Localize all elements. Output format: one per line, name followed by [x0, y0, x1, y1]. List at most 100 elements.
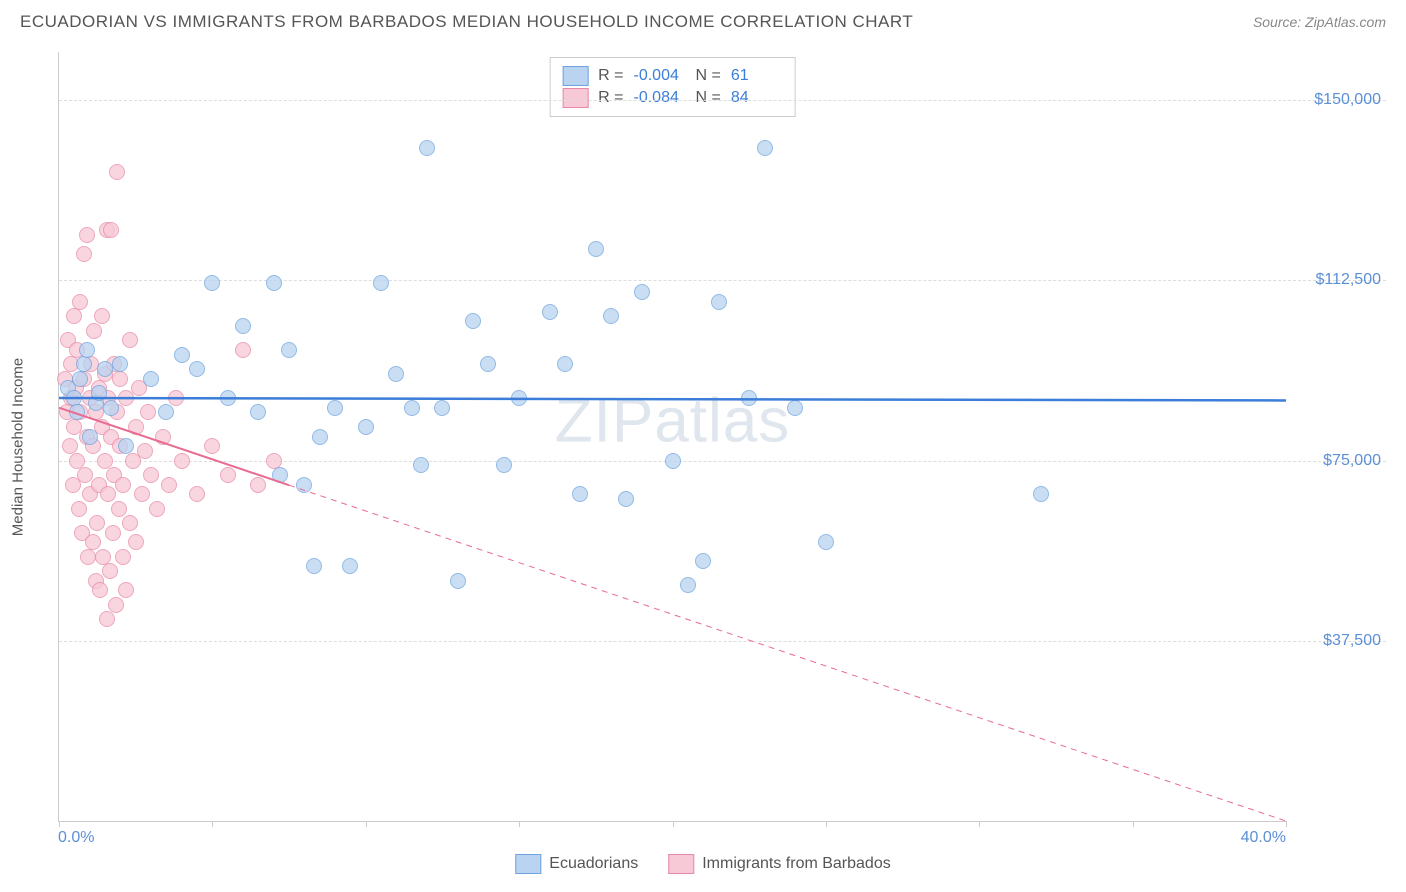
scatter-point-pink [109, 164, 125, 180]
scatter-point-blue [296, 477, 312, 493]
r-value-pink: -0.084 [634, 89, 686, 107]
scatter-point-blue [342, 558, 358, 574]
scatter-point-blue [312, 429, 328, 445]
scatter-point-pink [140, 404, 156, 420]
x-tick [979, 821, 980, 827]
scatter-point-blue [174, 347, 190, 363]
n-value-pink: 84 [731, 89, 783, 107]
scatter-point-blue [220, 390, 236, 406]
scatter-point-pink [99, 611, 115, 627]
scatter-point-blue [419, 140, 435, 156]
scatter-point-blue [450, 573, 466, 589]
scatter-point-pink [115, 549, 131, 565]
x-tick [1286, 821, 1287, 827]
scatter-point-pink [108, 597, 124, 613]
scatter-point-pink [235, 342, 251, 358]
scatter-point-blue [680, 577, 696, 593]
scatter-point-blue [404, 400, 420, 416]
series-legend: Ecuadorians Immigrants from Barbados [515, 854, 890, 874]
scatter-point-blue [250, 404, 266, 420]
scatter-point-pink [76, 246, 92, 262]
gridline [59, 641, 1386, 642]
scatter-point-blue [72, 371, 88, 387]
r-label: R = [598, 67, 623, 85]
swatch-blue [515, 854, 541, 874]
series-name-pink: Immigrants from Barbados [702, 855, 891, 873]
scatter-point-blue [572, 486, 588, 502]
scatter-point-pink [111, 501, 127, 517]
chart-title: ECUADORIAN VS IMMIGRANTS FROM BARBADOS M… [20, 12, 913, 32]
scatter-point-pink [66, 308, 82, 324]
y-tick-label: $75,000 [1291, 452, 1381, 470]
scatter-point-blue [373, 275, 389, 291]
gridline [59, 100, 1386, 101]
swatch-pink [562, 88, 588, 108]
scatter-point-blue [618, 491, 634, 507]
x-axis-labels: 0.0% 40.0% [58, 829, 1286, 847]
gridline [59, 280, 1386, 281]
scatter-point-blue [496, 457, 512, 473]
scatter-point-pink [79, 227, 95, 243]
scatter-point-pink [112, 371, 128, 387]
r-label: R = [598, 89, 623, 107]
scatter-point-blue [76, 356, 92, 372]
scatter-point-pink [89, 515, 105, 531]
legend-row-blue: R = -0.004 N = 61 [562, 66, 783, 86]
scatter-point-blue [204, 275, 220, 291]
x-tick [212, 821, 213, 827]
scatter-point-pink [118, 582, 134, 598]
scatter-point-pink [174, 453, 190, 469]
n-label: N = [696, 67, 721, 85]
scatter-point-pink [189, 486, 205, 502]
trend-lines [59, 52, 1286, 821]
scatter-point-pink [122, 332, 138, 348]
x-tick [673, 821, 674, 827]
x-tick [366, 821, 367, 827]
scatter-point-blue [272, 467, 288, 483]
scatter-point-blue [79, 342, 95, 358]
scatter-point-pink [128, 534, 144, 550]
legend-item-blue: Ecuadorians [515, 854, 638, 874]
scatter-point-pink [97, 453, 113, 469]
n-label: N = [696, 89, 721, 107]
scatter-point-blue [757, 140, 773, 156]
scatter-point-pink [204, 438, 220, 454]
scatter-point-pink [155, 429, 171, 445]
scatter-point-pink [168, 390, 184, 406]
scatter-point-blue [143, 371, 159, 387]
scatter-point-blue [787, 400, 803, 416]
scatter-point-blue [434, 400, 450, 416]
scatter-point-blue [82, 429, 98, 445]
scatter-point-blue [118, 438, 134, 454]
scatter-point-blue [634, 284, 650, 300]
scatter-point-pink [122, 515, 138, 531]
scatter-point-pink [143, 467, 159, 483]
chart-container: Median Household Income ZIPatlas R = -0.… [48, 52, 1386, 842]
legend-row-pink: R = -0.084 N = 84 [562, 88, 783, 108]
swatch-blue [562, 66, 588, 86]
scatter-point-blue [235, 318, 251, 334]
scatter-point-pink [220, 467, 236, 483]
scatter-point-blue [557, 356, 573, 372]
scatter-point-pink [72, 294, 88, 310]
scatter-point-pink [250, 477, 266, 493]
scatter-point-pink [149, 501, 165, 517]
scatter-point-pink [105, 525, 121, 541]
scatter-point-blue [97, 361, 113, 377]
x-min-label: 0.0% [58, 829, 94, 847]
scatter-point-blue [465, 313, 481, 329]
scatter-point-pink [102, 563, 118, 579]
scatter-point-pink [85, 534, 101, 550]
scatter-point-blue [281, 342, 297, 358]
scatter-point-blue [665, 453, 681, 469]
series-name-blue: Ecuadorians [549, 855, 638, 873]
scatter-point-pink [137, 443, 153, 459]
scatter-point-blue [413, 457, 429, 473]
correlation-legend: R = -0.004 N = 61 R = -0.084 N = 84 [549, 57, 796, 117]
gridline [59, 461, 1386, 462]
scatter-point-blue [695, 553, 711, 569]
scatter-point-blue [189, 361, 205, 377]
scatter-point-blue [603, 308, 619, 324]
scatter-point-pink [86, 323, 102, 339]
scatter-point-blue [266, 275, 282, 291]
